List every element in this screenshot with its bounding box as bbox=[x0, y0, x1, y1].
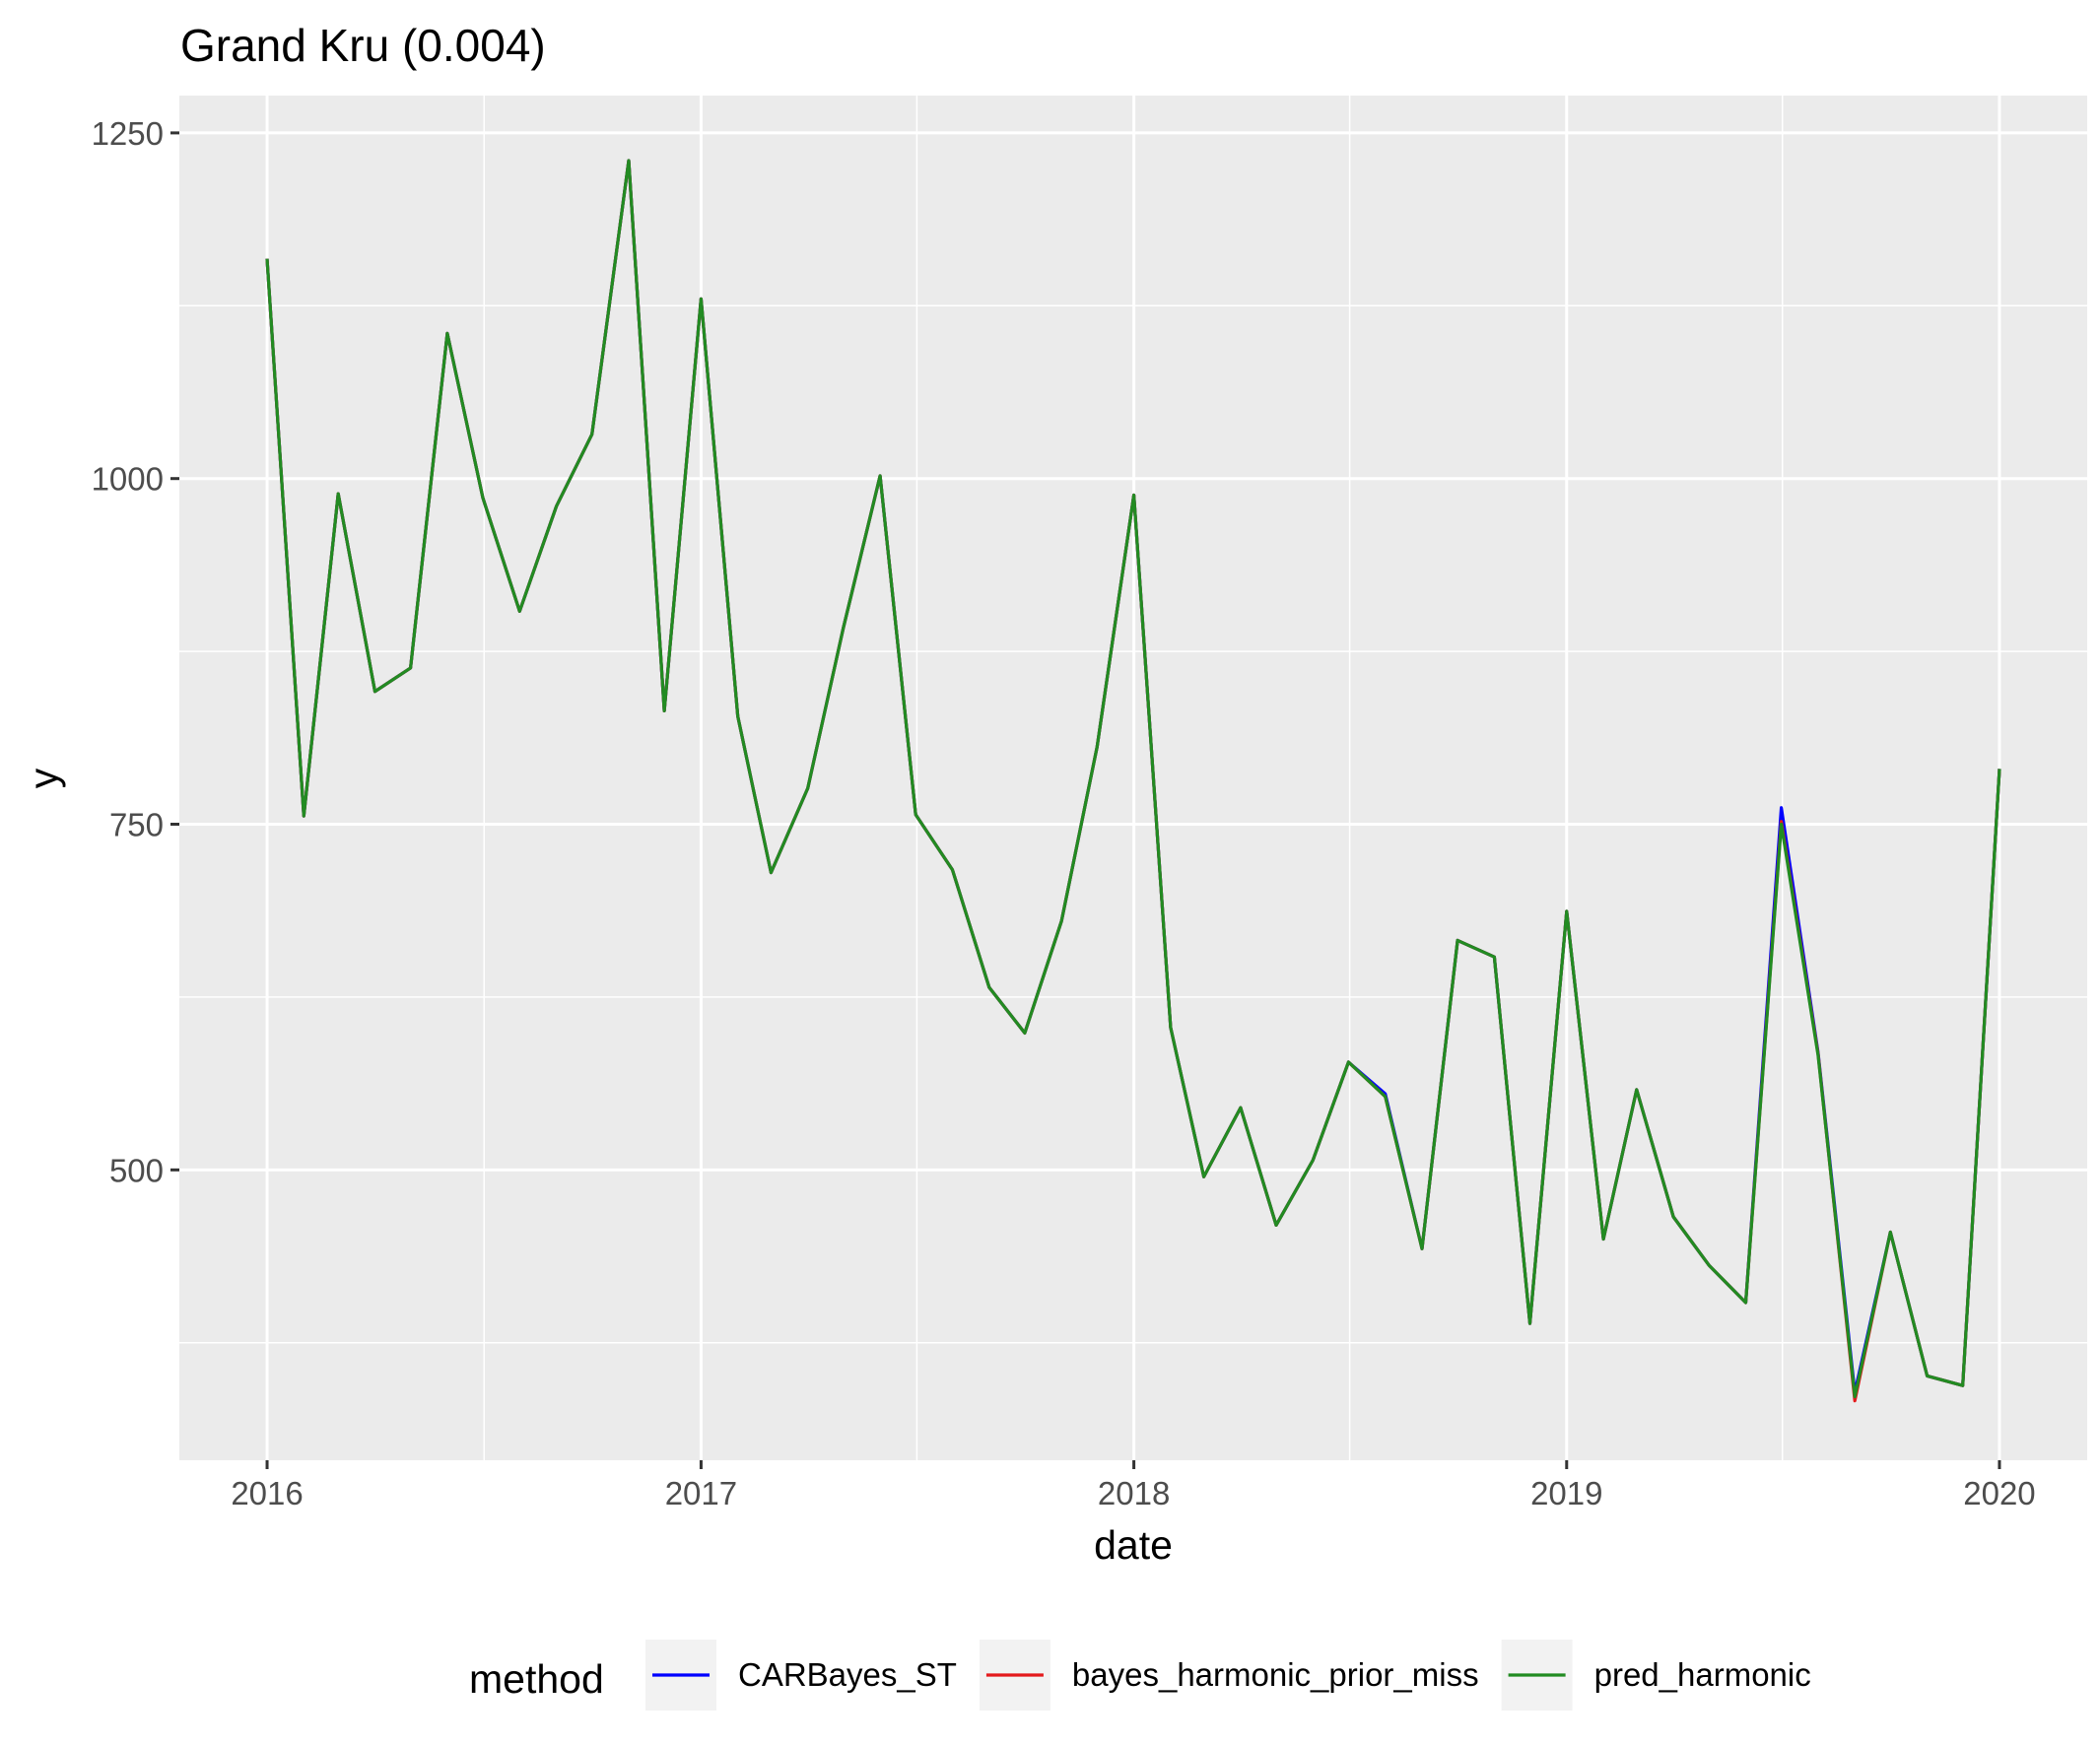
y-axis-label: y bbox=[21, 768, 66, 788]
legend-item-pred-harmonic: pred_harmonic bbox=[1501, 1640, 1811, 1711]
y-tick-label: 1000 bbox=[92, 461, 164, 498]
y-tick-label: 500 bbox=[109, 1152, 164, 1188]
x-axis: 2016 2017 2018 2019 2020 bbox=[231, 1460, 2036, 1511]
legend-item-bayes-harmonic-prior-miss: bayes_harmonic_prior_miss bbox=[979, 1640, 1479, 1711]
x-tick-label: 2017 bbox=[665, 1475, 737, 1511]
x-axis-label: date bbox=[1094, 1522, 1173, 1568]
x-tick-label: 2018 bbox=[1098, 1475, 1170, 1511]
legend-title: method bbox=[469, 1656, 604, 1702]
chart-title: Grand Kru (0.004) bbox=[180, 20, 546, 71]
x-tick-label: 2020 bbox=[1963, 1475, 2035, 1511]
legend-label: bayes_harmonic_prior_miss bbox=[1072, 1656, 1479, 1693]
legend: method CARBayes_ST bayes_harmonic_prior_m… bbox=[469, 1640, 1811, 1711]
legend-items: CARBayes_ST bayes_harmonic_prior_miss pred… bbox=[645, 1640, 1811, 1711]
legend-item-carbayes-st: CARBayes_ST bbox=[645, 1640, 957, 1711]
x-tick-label: 2016 bbox=[231, 1475, 303, 1511]
legend-label: CARBayes_ST bbox=[738, 1656, 957, 1693]
major-gridlines bbox=[179, 96, 2087, 1460]
series-lines bbox=[265, 159, 2001, 1403]
legend-label: pred_harmonic bbox=[1594, 1656, 1811, 1693]
series-line-pred-harmonic bbox=[265, 159, 2001, 1399]
y-tick-label: 750 bbox=[109, 807, 164, 843]
y-axis: 500 750 1000 1250 bbox=[92, 115, 179, 1188]
x-tick-label: 2019 bbox=[1530, 1475, 1602, 1511]
y-tick-label: 1250 bbox=[92, 115, 164, 152]
